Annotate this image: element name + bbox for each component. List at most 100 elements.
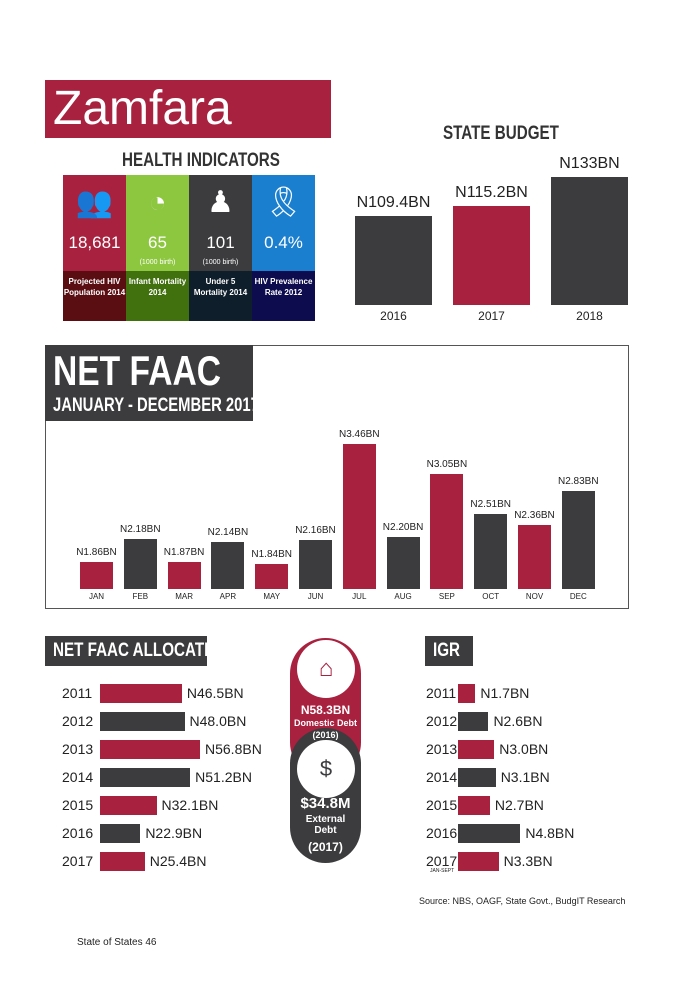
faac-bar [211, 541, 245, 589]
health-label: Under 5 Mortality 2014 [189, 271, 252, 321]
faac-month-label: SEP [438, 592, 455, 601]
allocation-bar [100, 712, 185, 731]
budget-bar [355, 215, 432, 305]
year-label: 2014 [426, 769, 458, 785]
faac-bar [123, 538, 157, 589]
year-label: 2017 [426, 853, 458, 869]
child-icon: ♟ [207, 186, 234, 219]
allocation-bar [458, 796, 490, 815]
domestic-debt-value: N58.3BN [300, 703, 351, 717]
house-naira-icon: ⌂ [297, 640, 355, 698]
faac-bar [255, 563, 289, 589]
bar-value-label: N3.0BN [499, 741, 549, 757]
allocation-header: NET FAAC ALLOCATION [45, 636, 231, 666]
year-note: JAN-SEPT [430, 868, 455, 874]
year-label: 2015 [62, 797, 94, 813]
bar-value-label: N32.1BN [161, 797, 219, 813]
budget-bar [453, 206, 530, 305]
bar-value-label: N4.8BN [525, 825, 575, 841]
budget-bar-label: N109.4BN [356, 193, 431, 211]
bar-value-label: N51.2BN [195, 769, 252, 785]
baby-icon: ◔ [148, 186, 167, 219]
health-label: Infant Mortality 2014 [126, 271, 189, 321]
year-label: 2016 [426, 825, 458, 841]
bar-value-label: N3.1BN [500, 769, 550, 785]
faac-bar [474, 514, 508, 589]
budget-year-label: 2016 [380, 309, 407, 323]
health-value: 0.4% [264, 233, 303, 252]
faac-bar-label: N2.51BN [470, 499, 511, 511]
health-tile: 🎗 0.4% HIV Prevalence Rate 2012 [252, 175, 315, 321]
budget-bar [551, 177, 628, 305]
faac-month-label: MAY [263, 592, 281, 601]
bar-value-label: N22.9BN [145, 825, 203, 841]
year-label: 2017 [62, 853, 94, 869]
net-faac-subtitle: JANUARY - DECEMBER 2017 [53, 395, 259, 416]
health-tile: 👥 18,681 Projected HIV Population 2014 [63, 175, 126, 321]
page-title: Zamfara State [45, 80, 331, 193]
allocation-bar [100, 684, 182, 703]
igr-title: IGR [433, 640, 461, 661]
year-label: 2013 [426, 741, 458, 757]
allocation-bar [100, 824, 141, 843]
ribbon-icon: 🎗 [264, 186, 303, 219]
faac-bar-label: N2.36BN [514, 510, 555, 522]
faac-bar-label: N2.16BN [295, 525, 336, 537]
faac-month-label: MAR [175, 592, 193, 601]
bar-value-label: N1.7BN [480, 685, 530, 701]
health-tile-top: 👥 18,681 [63, 175, 126, 271]
net-faac-title: NET FAAC [53, 347, 221, 394]
allocation-bar [458, 824, 521, 843]
external-debt-year: (2017) [308, 840, 343, 854]
health-tile: ◔ 65 (1000 birth) Infant Mortality 2014 [126, 175, 189, 321]
faac-bar-label: N1.87BN [163, 546, 205, 558]
faac-bar [342, 444, 376, 589]
faac-month-label: JUN [307, 592, 324, 601]
allocation-bar [100, 768, 191, 787]
faac-bar-label: N3.46BN [339, 429, 380, 440]
allocation-bar [458, 768, 496, 787]
domestic-debt-label: Domestic Debt [293, 718, 357, 728]
building-dollar-icon: $ [297, 740, 355, 798]
health-label: HIV Prevalence Rate 2012 [252, 271, 315, 321]
faac-month-label: OCT [482, 592, 500, 601]
budget-bar-label: N115.2BN [455, 184, 528, 202]
allocation-bar [100, 852, 145, 871]
faac-month-label: APR [219, 592, 237, 601]
state-budget-title: STATE BUDGET [443, 123, 559, 144]
health-tile-top: 🎗 0.4% [252, 175, 315, 271]
year-label: 2016 [62, 825, 94, 841]
faac-bar [561, 490, 595, 589]
faac-bar [518, 525, 551, 589]
faac-bar-label: N2.20BN [382, 522, 424, 534]
allocation-bar [458, 684, 476, 703]
health-tile-top: ♟ 101 (1000 birth) [189, 175, 252, 271]
external-debt-value: $34.8M [300, 795, 351, 812]
source-note: Source: NBS, OAGF, State Govt., BudgIT R… [419, 896, 626, 906]
bar-value-label: N3.3BN [503, 853, 553, 869]
health-tile: ♟ 101 (1000 birth) Under 5 Mortality 2014 [189, 175, 252, 321]
faac-month-label: JUL [352, 592, 367, 601]
budget-year-label: 2017 [478, 309, 505, 323]
faac-bar-label: N1.84BN [251, 548, 292, 560]
faac-bar [430, 474, 464, 589]
year-label: 2012 [62, 713, 94, 729]
bar-value-label: N56.8BN [205, 741, 262, 757]
health-tile-top: ◔ 65 (1000 birth) [126, 175, 189, 271]
net-faac-header: NET FAAC JANUARY - DECEMBER 2017 [45, 345, 259, 421]
allocation-bar [100, 796, 157, 815]
year-label: 2015 [426, 797, 458, 813]
faac-bar [167, 561, 201, 589]
health-value: 101 [206, 233, 235, 252]
allocation-bar [458, 712, 489, 731]
year-label: 2014 [62, 769, 94, 785]
page-footer: State of States 46 [77, 937, 157, 948]
bar-value-label: N46.5BN [186, 685, 244, 701]
net-faac-chart-frame [45, 345, 629, 609]
budget-year-label: 2018 [576, 309, 603, 323]
faac-bar-label: N1.86BN [76, 547, 117, 559]
faac-bar-label: N2.18BN [120, 523, 161, 535]
allocation-bar [458, 852, 499, 871]
faac-bar-label: N2.14BN [207, 526, 249, 538]
allocation-bar [458, 740, 495, 759]
